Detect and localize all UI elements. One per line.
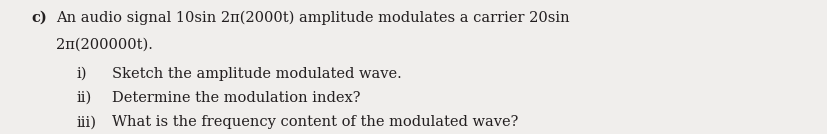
- Text: iii): iii): [77, 115, 97, 129]
- Text: An audio signal 10sin 2π(2000t) amplitude modulates a carrier 20sin: An audio signal 10sin 2π(2000t) amplitud…: [56, 11, 569, 25]
- Text: ii): ii): [77, 91, 92, 105]
- Text: i): i): [77, 67, 88, 81]
- Text: 2π(200000t).: 2π(200000t).: [56, 38, 153, 51]
- Text: What is the frequency content of the modulated wave?: What is the frequency content of the mod…: [112, 115, 518, 129]
- Text: Determine the modulation index?: Determine the modulation index?: [112, 91, 360, 105]
- Text: Sketch the amplitude modulated wave.: Sketch the amplitude modulated wave.: [112, 67, 401, 81]
- Text: c): c): [31, 11, 47, 25]
